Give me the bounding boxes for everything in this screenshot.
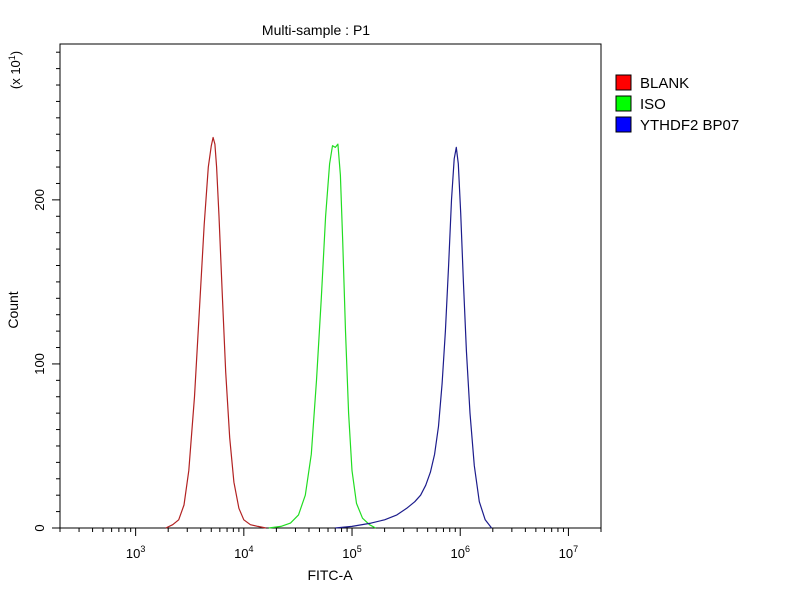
y-tick-label: 200 <box>32 189 47 211</box>
legend-swatch-0 <box>615 74 632 91</box>
x-tick-base: 10 <box>342 546 356 561</box>
x-tick-base: 10 <box>450 546 464 561</box>
legend-swatch-2 <box>615 116 632 133</box>
x-tick-label: 104 <box>234 544 253 561</box>
x-axis: 103 104 105 106 107 <box>59 528 602 561</box>
plot-frame <box>59 43 602 529</box>
x-tick-label: 105 <box>342 544 361 561</box>
x-tick-base: 10 <box>234 546 248 561</box>
legend-label-2: YTHDF2 BP07 <box>640 117 739 134</box>
legend-label-0: BLANK <box>640 75 689 92</box>
y-tick-label: 0 <box>32 524 47 531</box>
y-axis-label: Count <box>5 291 21 328</box>
y-multiplier-suffix: ) <box>8 51 23 55</box>
x-axis-label: FITC-A <box>307 567 353 583</box>
x-tick-exponent: 5 <box>357 544 362 554</box>
y-axis: 0 100 200 <box>32 51 60 532</box>
x-tick-exponent: 6 <box>465 544 470 554</box>
plot-series <box>165 136 493 529</box>
y-multiplier-prefix: (x 10 <box>8 60 23 89</box>
x-tick-label: 106 <box>450 544 469 561</box>
x-tick-exponent: 7 <box>573 544 578 554</box>
x-tick-label: 103 <box>126 544 145 561</box>
chart-title: Multi-sample : P1 <box>262 22 370 38</box>
x-tick-base: 10 <box>126 546 140 561</box>
legend-swatch-1 <box>615 95 632 112</box>
x-tick-base: 10 <box>559 546 573 561</box>
y-multiplier-label: (x 101) <box>7 51 23 89</box>
series-line-1 <box>268 143 376 529</box>
y-multiplier-exponent: 1 <box>7 55 17 60</box>
series-line-0 <box>165 136 267 529</box>
x-tick-exponent: 3 <box>140 544 145 554</box>
x-tick-exponent: 4 <box>249 544 254 554</box>
x-tick-label: 107 <box>559 544 578 561</box>
legend-label-1: ISO <box>640 96 666 113</box>
legend: BLANK ISO YTHDF2 BP07 <box>615 74 739 134</box>
y-tick-label: 100 <box>32 353 47 375</box>
series-line-2 <box>335 146 493 529</box>
